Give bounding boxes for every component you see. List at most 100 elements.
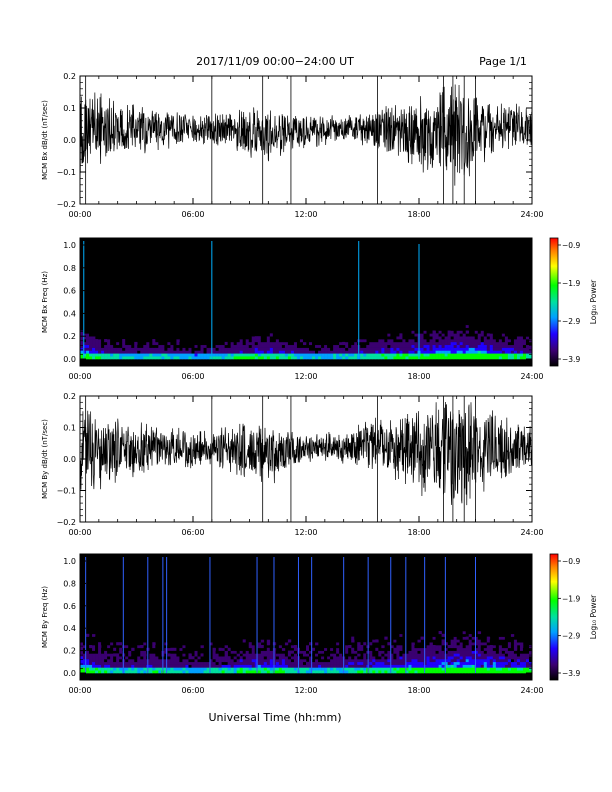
spectrogram-cell (321, 619, 325, 623)
y-tick-label: −0.1 (57, 487, 76, 496)
spectrogram-cell (483, 625, 488, 629)
spectrogram-cell (194, 600, 198, 604)
spectrogram-cell (176, 341, 180, 346)
spectrogram-cell (372, 656, 376, 660)
spectrogram-cell (474, 603, 479, 607)
spectrogram-cell (417, 659, 421, 663)
spectrogram-cell (477, 622, 482, 626)
spectrogram-cell (302, 347, 307, 351)
spectrogram-cell (80, 614, 84, 618)
spectrogram-cell (80, 664, 84, 668)
spectrogram-cell (426, 645, 430, 649)
spectrogram-cell (393, 650, 397, 654)
spectrogram-cell (417, 664, 421, 668)
spectrogram-cell (387, 659, 391, 663)
spectrogram-cell (119, 350, 123, 354)
spectrogram-cell (155, 650, 159, 654)
spectrogram-cell (480, 650, 485, 654)
spectrogram-cell (495, 319, 500, 323)
spectrogram-cell (345, 336, 349, 340)
spectrogram-cell (197, 667, 201, 671)
spectrogram-cell (456, 645, 460, 649)
spectrogram-cell (89, 664, 93, 668)
spectrogram-cell (480, 327, 485, 331)
y-tick-label: 0.0 (63, 355, 76, 364)
spectrogram-cell (345, 661, 349, 665)
spectrogram-cell (176, 656, 180, 660)
spectrogram-cell (293, 647, 298, 651)
spectrogram-cell (233, 356, 237, 360)
spectrogram-cell (498, 650, 503, 654)
spectrogram-cell (504, 344, 509, 348)
spectrogram-cell (287, 639, 292, 643)
spectrogram-cell (477, 353, 482, 357)
spectrogram-cell (525, 347, 530, 351)
spectrogram-cell (104, 656, 108, 660)
spectrogram-cell (191, 670, 195, 674)
spectrogram-cell (116, 664, 120, 668)
spectrogram-cell (83, 653, 87, 657)
spectrogram-cell (251, 611, 256, 615)
spectrogram-cell (224, 647, 228, 651)
spectrogram-cell (315, 642, 319, 646)
spectrogram-cell (107, 350, 111, 354)
spectrogram-cell (516, 628, 521, 632)
spectrogram-cell (248, 650, 253, 654)
spectrogram-cell (125, 333, 129, 337)
spectrogram-cell (251, 605, 256, 609)
spectrogram-cell (257, 639, 262, 643)
spectrogram-cell (375, 327, 379, 331)
spectrogram-cell (486, 659, 491, 663)
spectrogram-cell (339, 600, 343, 604)
spectrogram-cell (98, 356, 102, 360)
x-tick-label: 12:00 (294, 372, 317, 381)
spectrogram-cell (296, 341, 301, 346)
x-tick-label: 24:00 (520, 372, 543, 381)
spectrogram-cell (80, 667, 84, 671)
spectrogram-cell (152, 650, 156, 654)
spectrogram-cell (221, 353, 225, 357)
spectrogram-cell (435, 324, 439, 328)
spectrogram-cell (269, 350, 274, 354)
spectrogram-cell (486, 664, 491, 668)
spectrogram-cell (83, 650, 87, 654)
spectrogram-cell (110, 625, 114, 629)
spectrogram-cell (182, 659, 186, 663)
spectrogram-cell (363, 670, 367, 674)
spectrogram-cell (227, 339, 231, 343)
spectrogram-cell (284, 353, 289, 357)
spectrogram-cell (206, 656, 210, 660)
spectrogram-cell (492, 353, 497, 357)
spectrogram-cell (444, 339, 448, 343)
spectrogram-cell (215, 611, 219, 615)
spectrogram-cell (501, 661, 506, 665)
spectrogram-cell (254, 631, 259, 635)
spectrogram-cell (393, 350, 397, 354)
spectrogram-cell (489, 611, 494, 615)
spectrogram-cell (438, 633, 442, 637)
spectrogram-cell (263, 339, 268, 343)
spectrogram-cell (381, 653, 385, 657)
spectrogram-cell (173, 670, 177, 674)
spectrogram-cell (131, 341, 135, 346)
spectrogram-cell (450, 356, 454, 360)
spectrogram-cell (390, 667, 394, 671)
spectrogram-cell (125, 667, 129, 671)
y-tick-label: 0.8 (63, 579, 76, 588)
spectrogram-cell (495, 650, 500, 654)
spectrogram-cell (507, 642, 512, 646)
spectrogram-cell (321, 347, 325, 351)
spectrogram-cell (486, 614, 491, 618)
spectrogram-cell (149, 667, 153, 671)
spectrogram-cell (522, 636, 527, 640)
spectrogram-cell (465, 636, 470, 640)
spectrogram-cell (504, 321, 509, 326)
spectrogram-cell (351, 339, 355, 343)
spectrogram-cell (468, 611, 473, 615)
spectrogram-cell (384, 330, 388, 334)
spectrogram-cell (339, 653, 343, 657)
spectrogram-cell (423, 350, 427, 354)
spectrogram-cell (408, 608, 412, 612)
spectrogram-cell (131, 659, 135, 663)
spectrogram-cell (257, 344, 262, 348)
